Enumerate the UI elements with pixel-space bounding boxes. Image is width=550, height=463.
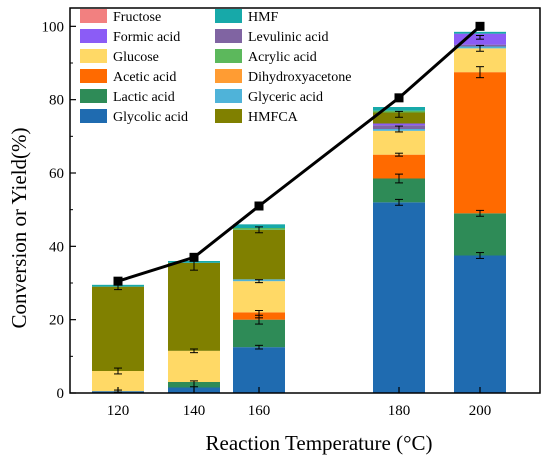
axes-layer: 0 20 40 60 80 100 120 140 160 180 200: [42, 7, 541, 419]
conversion-point-200: [475, 21, 485, 31]
bar-hmfca-120: [92, 286, 144, 371]
bar-glycolic-acid-200: [454, 255, 506, 393]
legend-item-acrylic-acid: Acrylic acid: [215, 49, 317, 65]
bar-glucose-120: [92, 371, 144, 392]
x-tick-label: 200: [469, 403, 492, 419]
x-tick-label: 120: [107, 403, 130, 419]
legend-swatch: [215, 109, 242, 123]
bar-hmf-160: [233, 224, 285, 228]
bars-layer: [92, 31, 506, 393]
y-tick-label: 80: [49, 93, 64, 109]
legend-item-fructose: Fructose: [80, 9, 161, 25]
legend-swatch: [80, 89, 107, 103]
y-tick-label: 40: [49, 239, 64, 255]
error-bar-160: [255, 279, 263, 284]
x-axis-title: Reaction Temperature (°C): [206, 431, 433, 455]
legend-swatch: [215, 89, 242, 103]
legend-swatch: [80, 109, 107, 123]
legend-label: HMFCA: [248, 110, 299, 125]
bar-glycolic-acid-180: [373, 202, 425, 393]
bar-hmf-180: [373, 107, 425, 111]
bar-glycolic-acid-160: [233, 347, 285, 393]
legend-label: Glyceric acid: [248, 90, 323, 105]
y-axis-title: Conversion or Yield(%): [7, 127, 31, 328]
legend-item-dihydroxyacetone: Dihydroxyacetone: [215, 69, 351, 85]
legend-swatch: [80, 9, 107, 23]
y-tick-label: 20: [49, 313, 64, 329]
legend-label: HMF: [248, 10, 279, 25]
legend-item-formic-acid: Formic acid: [80, 29, 180, 45]
bar-hmf-200: [454, 31, 506, 34]
x-tick-label: 180: [388, 403, 411, 419]
bar-hmfca-180: [373, 112, 425, 124]
conversion-line-layer: [113, 21, 485, 286]
error-bar-180: [395, 152, 403, 157]
error-bar-200: [476, 35, 484, 40]
legend-swatch: [215, 49, 242, 63]
error-bar-180: [395, 110, 403, 118]
error-bar-160: [255, 344, 263, 350]
bar-glucose-160: [233, 281, 285, 313]
legend-item-levulinic-acid: Levulinic acid: [215, 29, 328, 45]
legend-label: Levulinic acid: [248, 30, 328, 45]
error-bar-160: [255, 310, 263, 319]
error-bar-200: [476, 66, 484, 79]
legend-label: Lactic acid: [113, 90, 175, 105]
y-tick-label: 60: [49, 166, 64, 182]
legend-label: Glucose: [113, 50, 159, 65]
y-tick-label: 0: [57, 386, 65, 402]
legend-swatch: [215, 9, 242, 23]
legend-label: Formic acid: [113, 30, 180, 45]
legend-swatch: [80, 69, 107, 83]
bar-acetic-acid-200: [454, 72, 506, 214]
conversion-point-180: [394, 93, 404, 103]
legend-item-acetic-acid: Acetic acid: [80, 69, 176, 85]
legend-swatch: [215, 29, 242, 43]
bar-lactic-acid-200: [454, 213, 506, 256]
bar-glucose-140: [168, 350, 220, 382]
legend-item-glycolic-acid: Glycolic acid: [80, 109, 188, 125]
error-bar-120: [114, 367, 122, 375]
bar-lactic-acid-180: [373, 178, 425, 203]
error-bar-140: [190, 380, 198, 388]
y-tick-label: 100: [42, 19, 65, 35]
legend-label: Acetic acid: [113, 70, 176, 85]
legend-swatch: [80, 49, 107, 63]
bar-hmfca-160: [233, 229, 285, 280]
legend-item-glyceric-acid: Glyceric acid: [215, 89, 323, 105]
bar-formic-acid-180: [373, 123, 425, 126]
conversion-point-120: [113, 276, 123, 286]
bar-hmfca-140: [168, 262, 220, 351]
error-bar-200: [476, 44, 484, 52]
error-bar-180: [395, 125, 403, 133]
legend-label: Dihydroxyacetone: [248, 70, 351, 85]
error-bar-200: [476, 252, 484, 259]
bar-acetic-acid-180: [373, 154, 425, 179]
conversion-point-160: [254, 201, 264, 211]
legend: Fructose Formic acid Glucose Acetic acid Lac…: [80, 9, 351, 125]
legend-label: Glycolic acid: [113, 110, 188, 125]
legend-item-hmfca: HMFCA: [215, 109, 299, 125]
error-bar-160: [255, 226, 263, 234]
plot-frame: [69, 7, 541, 394]
x-tick-label: 140: [183, 403, 206, 419]
legend-label: Fructose: [113, 10, 161, 25]
legend-item-hmf: HMF: [215, 9, 279, 25]
legend-swatch: [80, 29, 107, 43]
conversion-point-140: [189, 252, 199, 262]
error-bar-200: [476, 209, 484, 217]
bar-glucose-200: [454, 48, 506, 73]
error-bar-180: [395, 198, 403, 206]
error-bar-140: [190, 348, 198, 354]
error-bar-180: [395, 173, 403, 184]
legend-item-lactic-acid: Lactic acid: [80, 89, 175, 105]
legend-item-glucose: Glucose: [80, 49, 159, 65]
legend-swatch: [215, 69, 242, 83]
legend-label: Acrylic acid: [248, 50, 317, 65]
x-tick-label: 160: [248, 403, 271, 419]
bar-glucose-180: [373, 130, 425, 155]
